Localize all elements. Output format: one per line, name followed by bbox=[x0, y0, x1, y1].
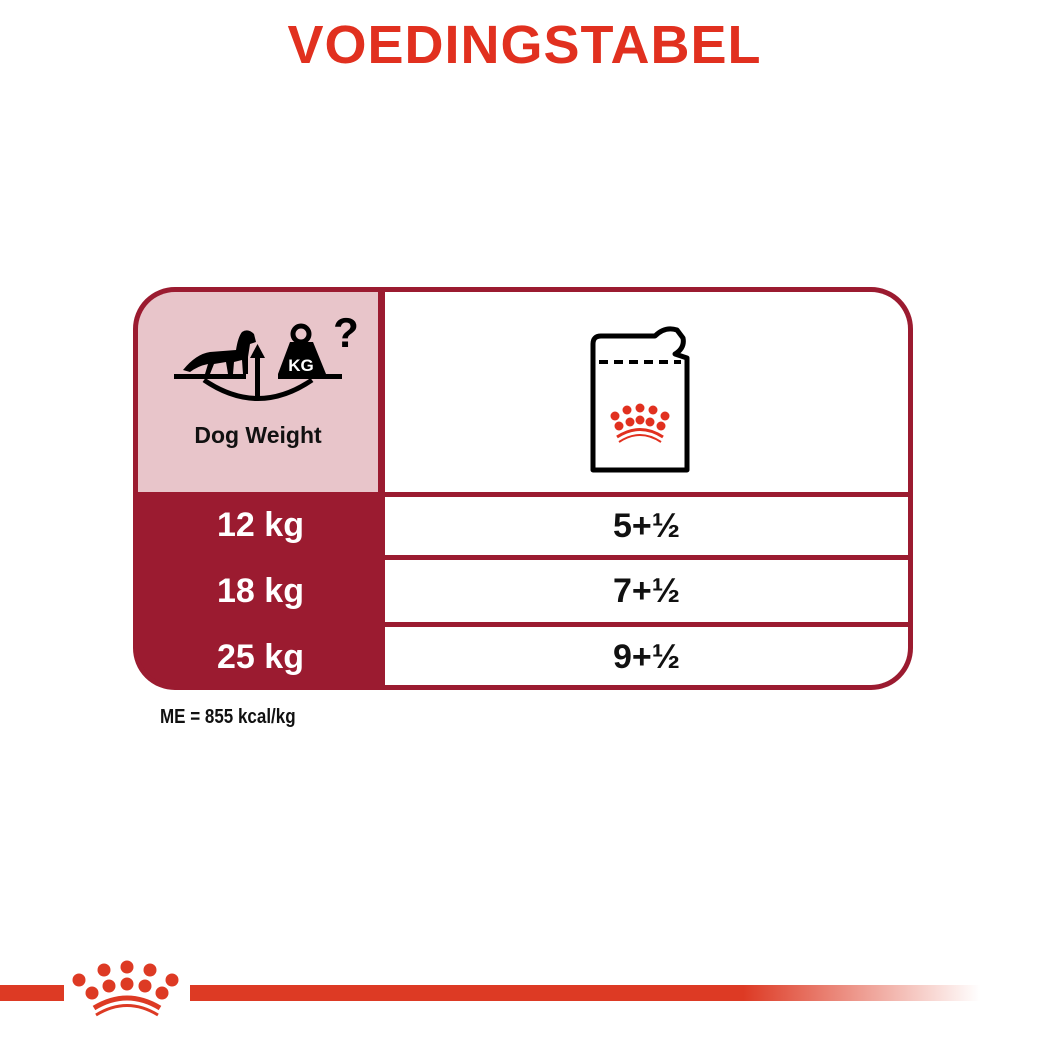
wet-food-pouch-icon bbox=[590, 326, 690, 473]
royal-canin-crown-logo bbox=[72, 960, 179, 1017]
dog-weight-header: KG ? Dog Weight bbox=[138, 292, 378, 492]
footer-line-right bbox=[190, 985, 980, 1001]
energy-footnote: ME = 855 kcal/kg bbox=[160, 706, 296, 728]
weight-cell: 25 kg bbox=[217, 638, 304, 676]
page-title: VOEDINGSTABEL bbox=[287, 15, 762, 75]
weight-cell: 18 kg bbox=[217, 572, 304, 610]
svg-text:?: ? bbox=[333, 309, 359, 356]
dog-weighing-scale-icon: KG ? bbox=[174, 309, 359, 401]
pouch-header bbox=[385, 292, 908, 492]
amount-cell: 5+½ bbox=[385, 497, 908, 555]
weight-cell: 12 kg bbox=[217, 506, 304, 544]
dog-weight-label: Dog Weight bbox=[194, 422, 322, 448]
feeding-table: KG ? Dog Weight 12 kg 5+½ 18 kg 7+½ 25 k… bbox=[133, 287, 913, 690]
footer-line-left bbox=[0, 985, 64, 1001]
kg-label: KG bbox=[288, 356, 314, 375]
amount-cell: 7+½ bbox=[385, 560, 908, 622]
amount-cell: 9+½ bbox=[385, 627, 908, 685]
